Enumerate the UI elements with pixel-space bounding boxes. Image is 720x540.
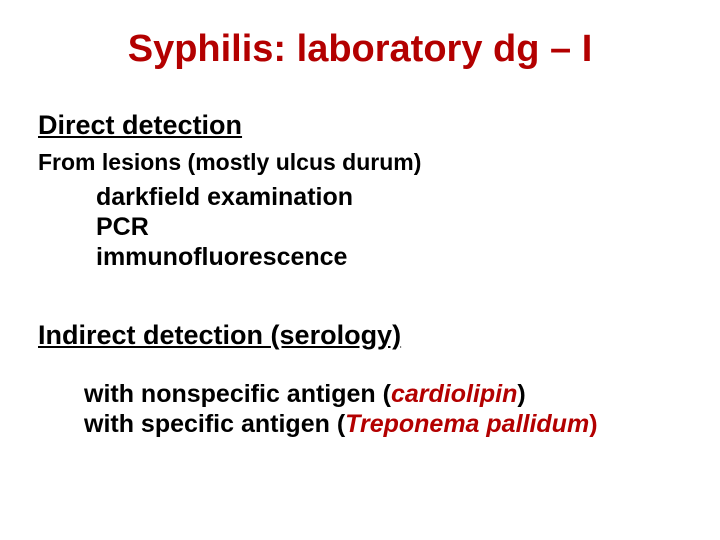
- section2-line-2: with specific antigen (Treponema pallidu…: [84, 410, 598, 439]
- line1-part-c: ): [517, 380, 525, 408]
- line1-part-a: with nonspecific antigen (: [84, 380, 391, 408]
- section1-item-3: immunofluorescence: [96, 243, 347, 272]
- section2-heading: Indirect detection (serology): [38, 320, 401, 351]
- section2-heading-plain: Indirect detection: [38, 320, 271, 350]
- section2-line-1: with nonspecific antigen (cardiolipin): [84, 380, 526, 409]
- section1-item-1: darkfield examination: [96, 183, 353, 212]
- section1-heading: Direct detection: [38, 110, 242, 141]
- slide-title: Syphilis: laboratory dg – I: [0, 28, 720, 71]
- line2-part-c: ): [589, 410, 597, 438]
- line1-accent: cardiolipin: [391, 380, 517, 408]
- slide: Syphilis: laboratory dg – I Direct detec…: [0, 0, 720, 540]
- line2-accent: Treponema pallidum: [345, 410, 589, 438]
- section1-item-2: PCR: [96, 213, 149, 242]
- line2-part-a: with specific antigen (: [84, 410, 345, 438]
- section1-subheading: From lesions (mostly ulcus durum): [38, 149, 421, 176]
- section2-heading-paren: (serology): [271, 320, 402, 350]
